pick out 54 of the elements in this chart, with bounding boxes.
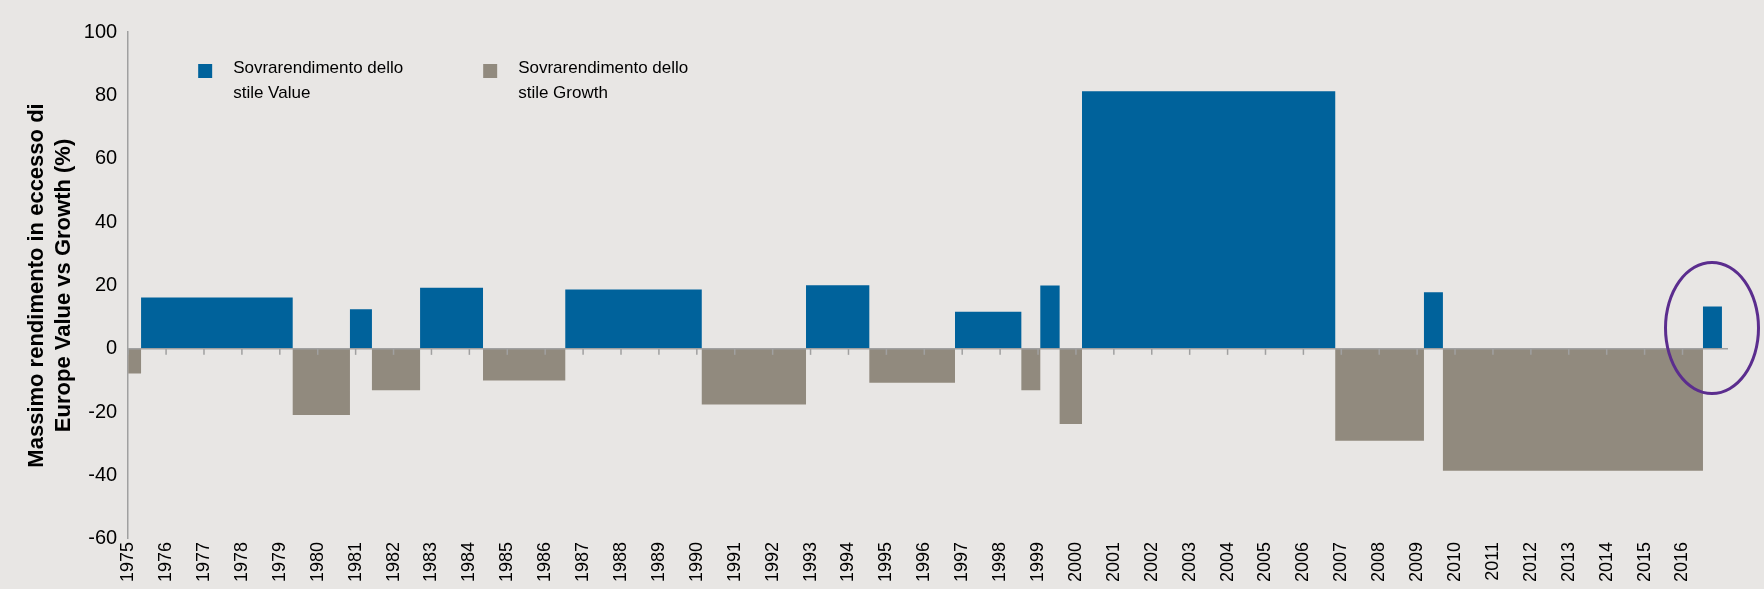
x-tick-label: 1992 (761, 541, 782, 582)
x-tick-label: 2015 (1633, 541, 1654, 582)
x-tick-label: 1980 (306, 541, 327, 582)
x-tick-label: 1979 (268, 541, 289, 582)
y-tick-label: 0 (106, 336, 118, 359)
x-tick-label: 2010 (1444, 541, 1465, 582)
x-tick-label: 1985 (496, 541, 517, 582)
x-tick-label: 1988 (609, 541, 630, 582)
x-tick-label: 2003 (1178, 541, 1199, 582)
x-tick-label: 2002 (1140, 541, 1161, 582)
y-tick-label: 20 (94, 272, 118, 295)
x-tick-label: 1978 (230, 541, 251, 582)
x-tick-label: 1999 (1026, 541, 1047, 582)
x-tick-label: 1996 (913, 541, 934, 582)
y-tick-label: 80 (94, 82, 118, 105)
x-tick-label: 2009 (1406, 541, 1427, 582)
x-tick-label: 1987 (572, 541, 593, 582)
x-tick-label: 2011 (1481, 541, 1502, 581)
x-tick-label: 2007 (1330, 541, 1351, 582)
y-tick-label: -20 (88, 399, 118, 422)
x-tick-label: 2013 (1557, 541, 1578, 582)
x-tick-label: 1984 (458, 541, 479, 582)
x-tick-label: 1983 (420, 541, 441, 582)
x-tick-label: 1998 (989, 541, 1010, 582)
x-tick-label: 1975 (117, 541, 138, 582)
x-tick-label: 1976 (155, 541, 176, 582)
x-tick-label: 1981 (344, 541, 365, 582)
y-tick-label: 60 (94, 146, 118, 169)
x-tick-label: 1982 (382, 541, 403, 582)
x-tick-label: 2016 (1671, 541, 1692, 582)
x-tick-label: 2006 (1292, 541, 1313, 582)
x-tick-label: 2008 (1368, 541, 1389, 582)
x-tick-label: 2001 (1102, 541, 1123, 582)
y-tick-label: -60 (88, 526, 118, 549)
x-tick-label: 2005 (1254, 541, 1275, 582)
legend-label: Sovrarendimento dello stile Growth (518, 58, 689, 103)
x-tick-label: 2014 (1595, 541, 1616, 582)
x-tick-label: 1997 (951, 541, 972, 582)
y-tick-label: -40 (88, 463, 118, 486)
y-tick-label: 40 (94, 209, 118, 232)
x-tick-label: 2004 (1216, 541, 1237, 582)
x-tick-label: 1991 (723, 541, 744, 582)
x-tick-label: 2000 (1064, 541, 1085, 582)
legend-label: Sovrarendimento dello stile Value (233, 58, 404, 103)
x-tick-label: 1995 (875, 541, 896, 582)
x-tick-label: 1993 (799, 541, 820, 582)
y-tick-label: 100 (83, 19, 118, 42)
x-tick-label: 1989 (647, 541, 668, 582)
x-tick-label: 2012 (1519, 541, 1540, 582)
x-tick-label: 1994 (837, 541, 858, 582)
x-tick-label: 1990 (685, 541, 706, 582)
x-tick-label: 1977 (192, 541, 213, 582)
x-tick-label: 1986 (534, 541, 555, 582)
y-axis-title: Massimo rendimento in eccesso di Europe Value vs Growth (%) (23, 103, 75, 468)
